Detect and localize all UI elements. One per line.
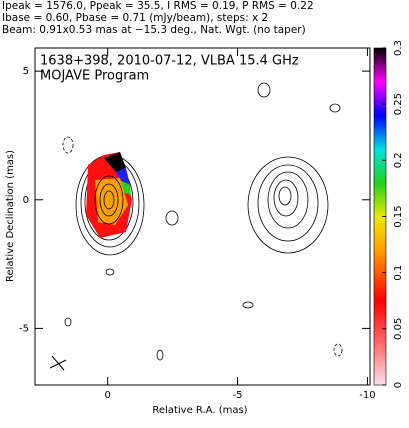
header-line: Ipeak = 1576.0, Ppeak = 35.5, I RMS = 0.…	[2, 0, 314, 12]
x-tick-label: 0	[105, 390, 111, 401]
colorbar-tick-label: 0.3	[393, 40, 404, 56]
core-contours	[75, 152, 145, 256]
colorbar-tick-label: 0.15	[393, 205, 404, 227]
x-tick-label: -10	[359, 390, 375, 401]
x-tick-label: -5	[233, 390, 243, 401]
colorbar-tick-label: 0.2	[393, 152, 404, 168]
header-line: Ibase = 0.60, Pbase = 0.71 (mJy/beam), s…	[2, 12, 268, 24]
plot-frame	[34, 47, 371, 386]
colorbar-tick-label: 0	[393, 382, 404, 388]
colorbar-tick-label: 0.05	[393, 318, 404, 340]
header-line: Beam: 0.91x0.53 mas at −15.3 deg., Nat. …	[2, 24, 306, 36]
y-tick-label: 5	[23, 66, 29, 77]
map-subtitle: MOJAVE Program	[40, 69, 149, 84]
map-title: 1638+398, 2010-07-12, VLBA 15.4 GHz	[40, 54, 299, 69]
y-axis-label: Relative Declination (mas)	[5, 150, 16, 282]
x-axis-label: Relative R.A. (mas)	[152, 405, 247, 416]
colorbar-tick-label: 0.25	[393, 93, 404, 115]
y-tick-label: 0	[23, 195, 29, 206]
colorbar-tick-label: 0.1	[393, 265, 404, 281]
y-tick-label: -5	[19, 323, 29, 334]
lobe-contours	[62, 82, 343, 361]
beam	[49, 355, 67, 371]
